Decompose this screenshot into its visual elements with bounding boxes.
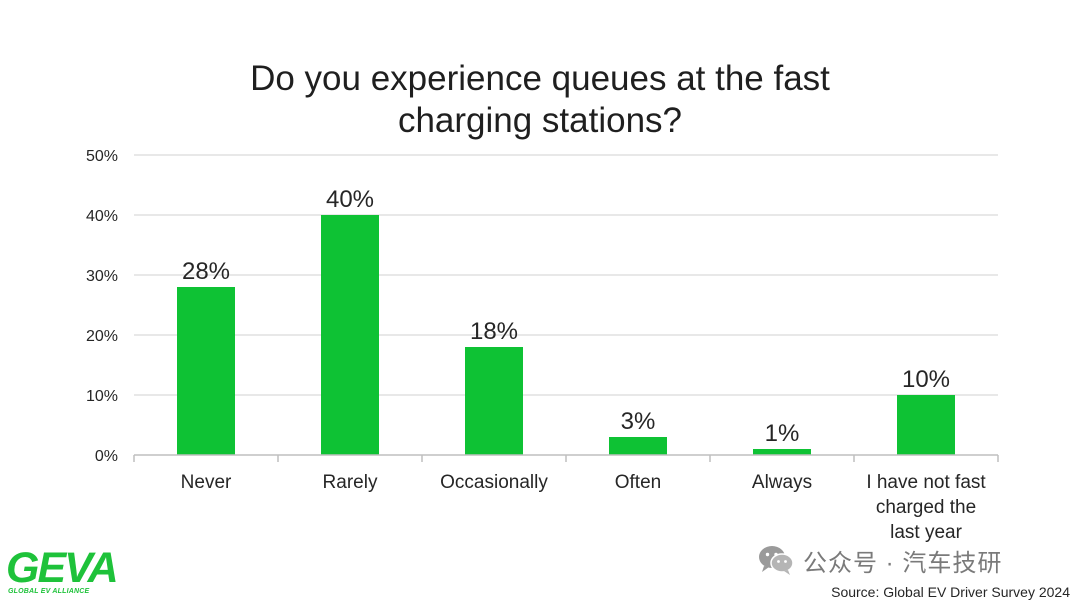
data-label: 28% [182,258,230,285]
x-tick-label-line: I have not fast [866,472,986,493]
x-tick-label: Always [752,472,812,493]
x-tick-label-line: Always [752,472,812,493]
bar [177,287,235,455]
gridlines [134,154,998,396]
x-tick-label-line: Rarely [323,472,378,493]
y-axis-ticks: 0% 10% 20% 30% 40% 50% [86,148,118,465]
logo-subtext: GLOBAL EV ALLIANCE [8,588,90,595]
y-tick-label: 40% [86,208,118,225]
watermark-text: 公众号 · 汽车技研 [803,549,1003,577]
x-tick-label-line: Occasionally [440,472,548,493]
x-tick-label-line: Often [615,472,661,493]
data-label: 18% [470,318,518,345]
x-tick-label: Occasionally [440,472,548,493]
bar [465,347,523,455]
x-axis [133,454,999,462]
data-labels: 28% 40% 18% 3% 1% 10% [182,186,950,447]
bar [321,215,379,455]
source-note: Source: Global EV Driver Survey 2024 [831,584,1070,600]
x-tick-label: Rarely [323,472,378,493]
y-tick-label: 50% [86,148,118,165]
x-tick-label: I have not fast charged the last year [866,472,986,543]
data-label: 10% [902,366,950,393]
watermark: 公众号 · 汽车技研 [757,540,1002,580]
x-tick-label: Often [615,472,661,493]
bars [177,215,955,455]
y-tick-label: 10% [86,388,118,405]
wechat-icon [759,546,794,575]
geva-logo: GEVA GLOBAL EV ALLIANCE [6,545,136,600]
x-tick-label-line: charged the [876,497,976,518]
logo-wordmark: GEVA [6,544,119,592]
x-tick-label-line: last year [890,522,962,543]
bar [753,449,811,455]
y-tick-label: 30% [86,268,118,285]
data-label: 3% [621,408,656,435]
x-tick-label: Never [181,472,232,493]
bar [897,395,955,455]
x-tick-label-line: Never [181,472,232,493]
data-label: 40% [326,186,374,213]
y-tick-label: 20% [86,328,118,345]
chart-title: Do you experience queues at the fast cha… [250,59,830,140]
data-label: 1% [765,420,800,447]
bar [609,437,667,455]
x-axis-ticks: Never Rarely Occasionally Often Always I have… [181,472,987,543]
y-tick-label: 0% [95,448,118,465]
